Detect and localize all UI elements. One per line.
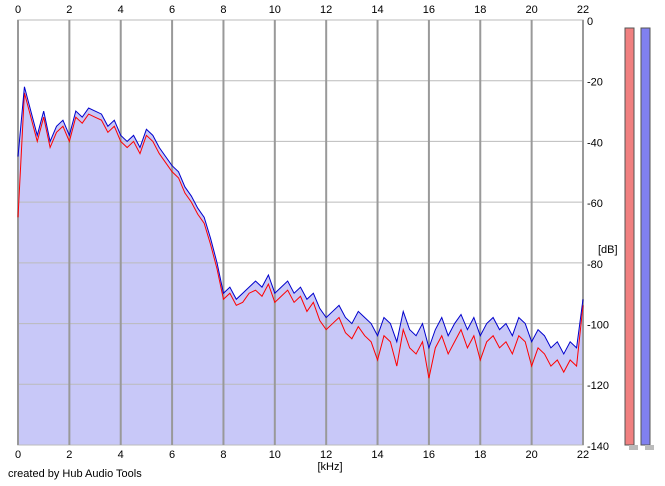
level-meter-right	[640, 27, 651, 446]
y-tick-label: -20	[587, 77, 603, 89]
x-tick-label-top: 20	[526, 4, 538, 16]
y-tick-label: -120	[587, 380, 609, 392]
credit: created by Hub Audio Tools	[8, 468, 142, 480]
x-tick-label-top: 22	[577, 4, 589, 16]
x-tick-label-top: 0	[15, 4, 21, 16]
x-tick-label-top: 12	[320, 4, 332, 16]
x-tick-label: 8	[220, 449, 226, 461]
x-tick-label: 22	[577, 449, 589, 461]
x-tick-label: 0	[15, 449, 21, 461]
y-tick-label: -60	[587, 198, 603, 210]
x-tick-label: 16	[423, 449, 435, 461]
x-tick-label: 4	[118, 449, 124, 461]
y-tick-label: 0	[587, 16, 593, 28]
x-axis-label: [kHz]	[317, 461, 342, 473]
x-tick-label: 6	[169, 449, 175, 461]
x-tick-label-top: 14	[371, 4, 383, 16]
x-tick-label-top: 2	[66, 4, 72, 16]
spectrum-area	[18, 86, 583, 446]
x-tick-label: 14	[371, 449, 383, 461]
y-tick-label: -100	[587, 319, 609, 331]
x-tick-label-top: 10	[269, 4, 281, 16]
spectrum-line	[17, 86, 584, 355]
x-tick-label-top: 6	[169, 4, 175, 16]
x-tick-label: 12	[320, 449, 332, 461]
x-tick-label: 2	[66, 449, 72, 461]
x-tick-label-top: 16	[423, 4, 435, 16]
meter-shadow	[629, 445, 638, 450]
meter-shadow	[645, 445, 654, 450]
spectrum-line	[17, 92, 584, 379]
x-tick-label-top: 8	[220, 4, 226, 16]
x-tick-label: 18	[474, 449, 486, 461]
x-tick-label-top: 18	[474, 4, 486, 16]
y-tick-label: -40	[587, 137, 603, 149]
y-tick-label: -80	[587, 259, 603, 271]
x-tick-label-top: 4	[118, 4, 124, 16]
level-meter-left	[624, 27, 635, 446]
y-axis-label: [dB]	[598, 244, 618, 256]
x-tick-label: 20	[526, 449, 538, 461]
x-tick-label: 10	[269, 449, 281, 461]
y-tick-label: -140	[587, 441, 609, 453]
